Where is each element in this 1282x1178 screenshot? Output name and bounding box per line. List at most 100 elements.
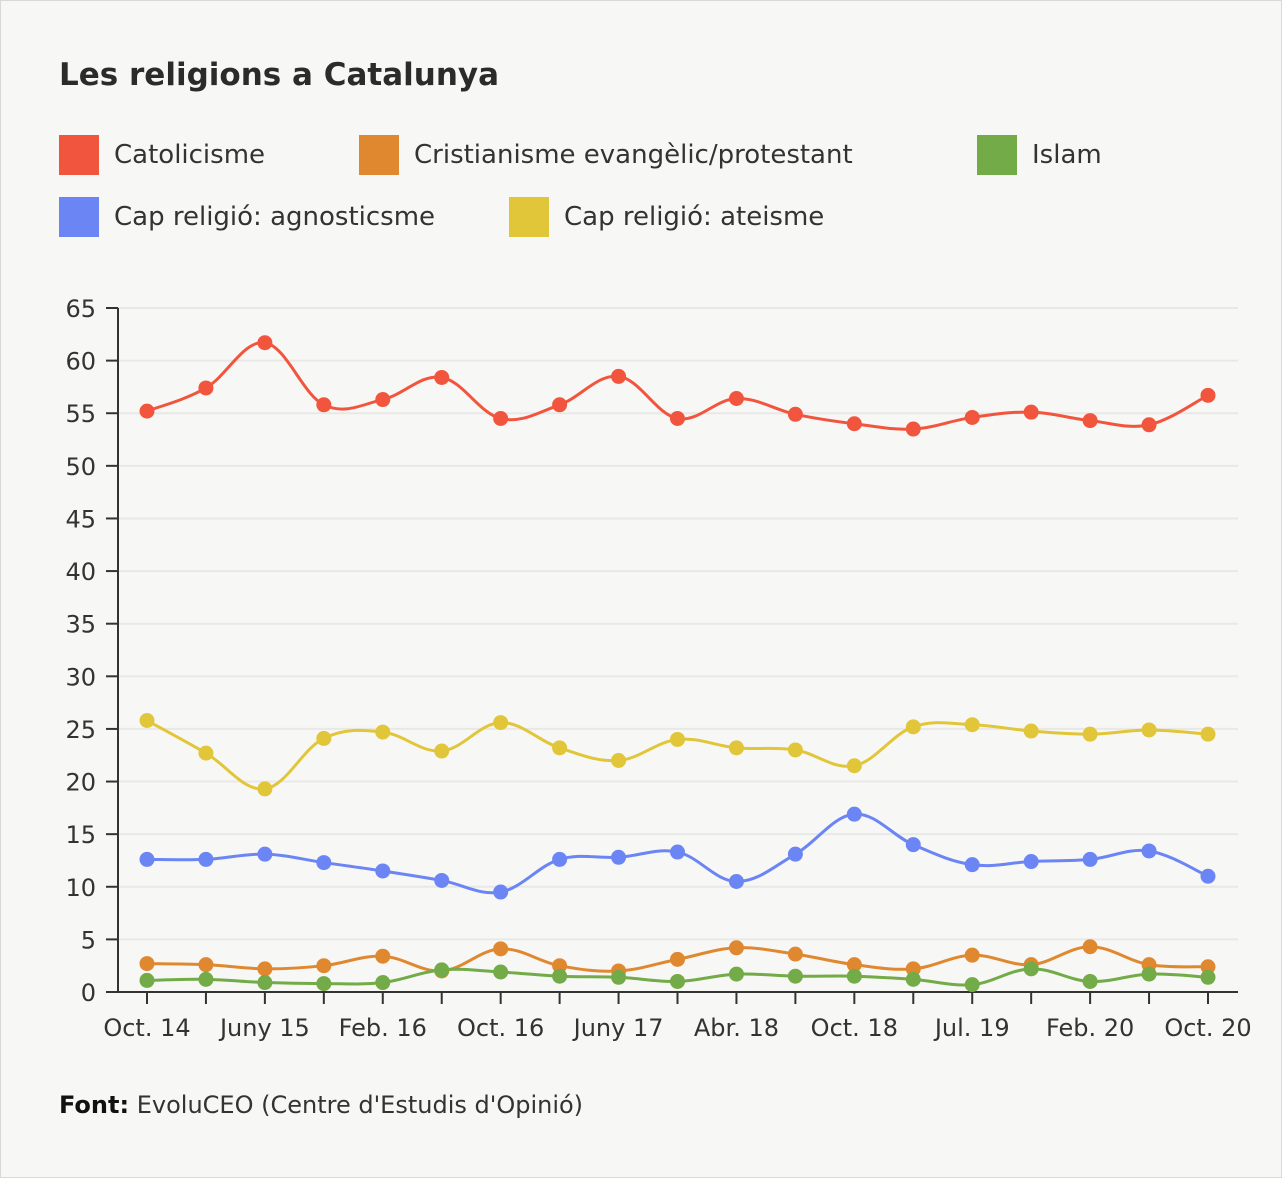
legend-label: Cristianisme evangèlic/protestant xyxy=(414,140,853,170)
y-tick-label: 50 xyxy=(65,453,96,481)
legend-label: Catolicisme xyxy=(114,140,266,170)
data-point xyxy=(493,410,509,426)
x-tick-label: Jul. 19 xyxy=(933,1014,1010,1042)
y-tick-label: 0 xyxy=(81,979,96,1007)
data-point xyxy=(787,742,803,758)
data-point xyxy=(846,957,862,973)
y-tick-label: 60 xyxy=(65,348,96,376)
data-point xyxy=(1023,854,1039,870)
data-point xyxy=(1082,851,1098,867)
legend-swatch xyxy=(977,135,1017,175)
data-point xyxy=(787,406,803,422)
y-tick-label: 10 xyxy=(65,874,96,902)
legend-label: Islam xyxy=(1032,140,1102,170)
y-tick-label: 30 xyxy=(65,663,96,691)
data-point xyxy=(905,837,921,853)
data-point xyxy=(316,976,332,992)
data-point xyxy=(375,975,391,991)
data-point xyxy=(1200,387,1216,403)
data-point xyxy=(316,855,332,871)
legend-item-agnosticisme: Cap religió: agnosticsme xyxy=(59,197,435,237)
data-point xyxy=(670,951,685,967)
data-point xyxy=(787,846,803,862)
legend-item-evangelic: Cristianisme evangèlic/protestant xyxy=(359,135,853,175)
y-tick-label: 25 xyxy=(65,716,96,744)
data-point xyxy=(787,946,803,962)
x-tick-label: Oct. 14 xyxy=(103,1014,190,1042)
data-point xyxy=(1082,726,1098,742)
data-point xyxy=(493,964,509,980)
data-point xyxy=(670,731,685,747)
legend-label: Cap religió: ateisme xyxy=(564,202,825,232)
data-point xyxy=(728,940,744,956)
data-point xyxy=(728,740,744,756)
y-tick-label: 65 xyxy=(65,295,96,323)
data-point xyxy=(257,781,273,797)
data-point xyxy=(375,392,391,408)
data-point xyxy=(964,977,980,993)
data-point xyxy=(846,968,862,984)
y-tick-label: 55 xyxy=(65,400,96,428)
legend-item-catolicisme: Catolicisme xyxy=(59,135,265,175)
data-point xyxy=(139,972,155,988)
data-point xyxy=(198,957,214,973)
data-point xyxy=(905,961,921,977)
data-point xyxy=(375,863,391,879)
data-point xyxy=(552,851,568,867)
data-point xyxy=(728,966,744,982)
chart-title: Les religions a Catalunya xyxy=(59,57,500,93)
y-tick-label: 15 xyxy=(65,821,96,849)
data-point xyxy=(316,730,332,746)
data-point xyxy=(1200,726,1216,742)
data-point xyxy=(611,368,627,384)
data-point xyxy=(493,715,509,731)
data-point xyxy=(905,719,921,735)
data-point xyxy=(1141,722,1157,738)
data-point xyxy=(1200,868,1216,884)
y-tick-label: 45 xyxy=(65,505,96,533)
data-point xyxy=(434,369,450,385)
source-note: Font: EvoluCEO (Centre d'Estudis d'Opini… xyxy=(59,1091,583,1119)
data-point xyxy=(964,947,980,963)
data-point xyxy=(611,752,627,768)
data-point xyxy=(434,872,450,888)
data-point xyxy=(552,740,568,756)
legend-swatch xyxy=(59,135,99,175)
data-point xyxy=(1200,959,1216,975)
data-point xyxy=(139,403,155,419)
data-point xyxy=(611,849,627,865)
y-tick-label: 40 xyxy=(65,558,96,586)
legend-item-ateisme: Cap religió: ateisme xyxy=(509,197,824,237)
data-point xyxy=(670,973,685,989)
data-point xyxy=(316,958,332,974)
x-tick-label: Oct. 16 xyxy=(457,1014,544,1042)
data-point xyxy=(139,851,155,867)
data-point xyxy=(1082,973,1098,989)
data-point xyxy=(552,958,568,974)
x-tick-label: Abr. 18 xyxy=(694,1014,779,1042)
series-line-4 xyxy=(146,719,1209,791)
data-point xyxy=(1200,969,1216,985)
legend-swatch xyxy=(359,135,399,175)
data-point xyxy=(787,968,803,984)
source-label: Font: xyxy=(59,1091,130,1119)
data-point xyxy=(1023,723,1039,739)
x-tick-label: Oct. 20 xyxy=(1164,1014,1251,1042)
legend-swatch xyxy=(59,197,99,237)
data-point xyxy=(670,410,685,426)
legend-swatch xyxy=(509,197,549,237)
data-point xyxy=(375,724,391,740)
data-point xyxy=(964,857,980,873)
data-point xyxy=(1141,966,1157,982)
data-point xyxy=(846,416,862,432)
data-point xyxy=(1141,843,1157,859)
data-point xyxy=(964,717,980,733)
data-point xyxy=(846,758,862,774)
legend-item-islam: Islam xyxy=(977,135,1102,175)
y-tick-label: 5 xyxy=(81,926,96,954)
data-point xyxy=(846,806,862,822)
data-point xyxy=(552,968,568,984)
data-point xyxy=(728,874,744,890)
data-point xyxy=(1082,413,1098,429)
data-point xyxy=(198,380,214,396)
